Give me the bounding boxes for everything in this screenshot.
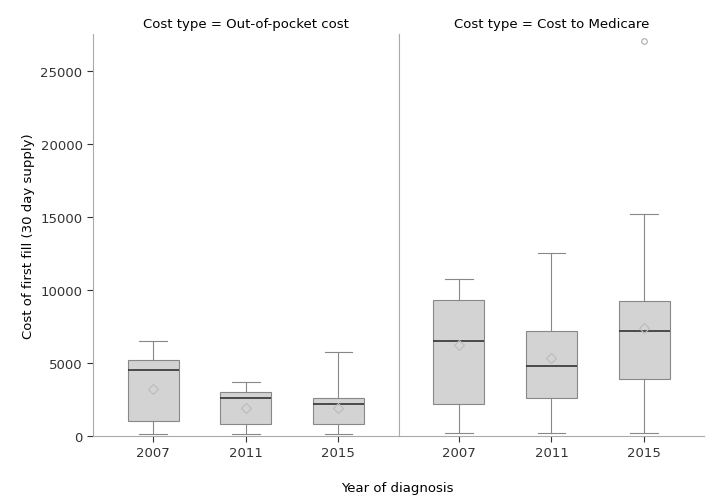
- PathPatch shape: [433, 300, 484, 404]
- PathPatch shape: [128, 360, 179, 421]
- PathPatch shape: [526, 331, 577, 398]
- Y-axis label: Cost of first fill (30 day supply): Cost of first fill (30 day supply): [22, 133, 35, 338]
- PathPatch shape: [220, 392, 271, 424]
- PathPatch shape: [313, 398, 364, 424]
- Title: Cost type = Out-of-pocket cost: Cost type = Out-of-pocket cost: [143, 18, 349, 31]
- Title: Cost type = Cost to Medicare: Cost type = Cost to Medicare: [454, 18, 649, 31]
- Text: Year of diagnosis: Year of diagnosis: [340, 481, 453, 494]
- PathPatch shape: [618, 302, 669, 379]
